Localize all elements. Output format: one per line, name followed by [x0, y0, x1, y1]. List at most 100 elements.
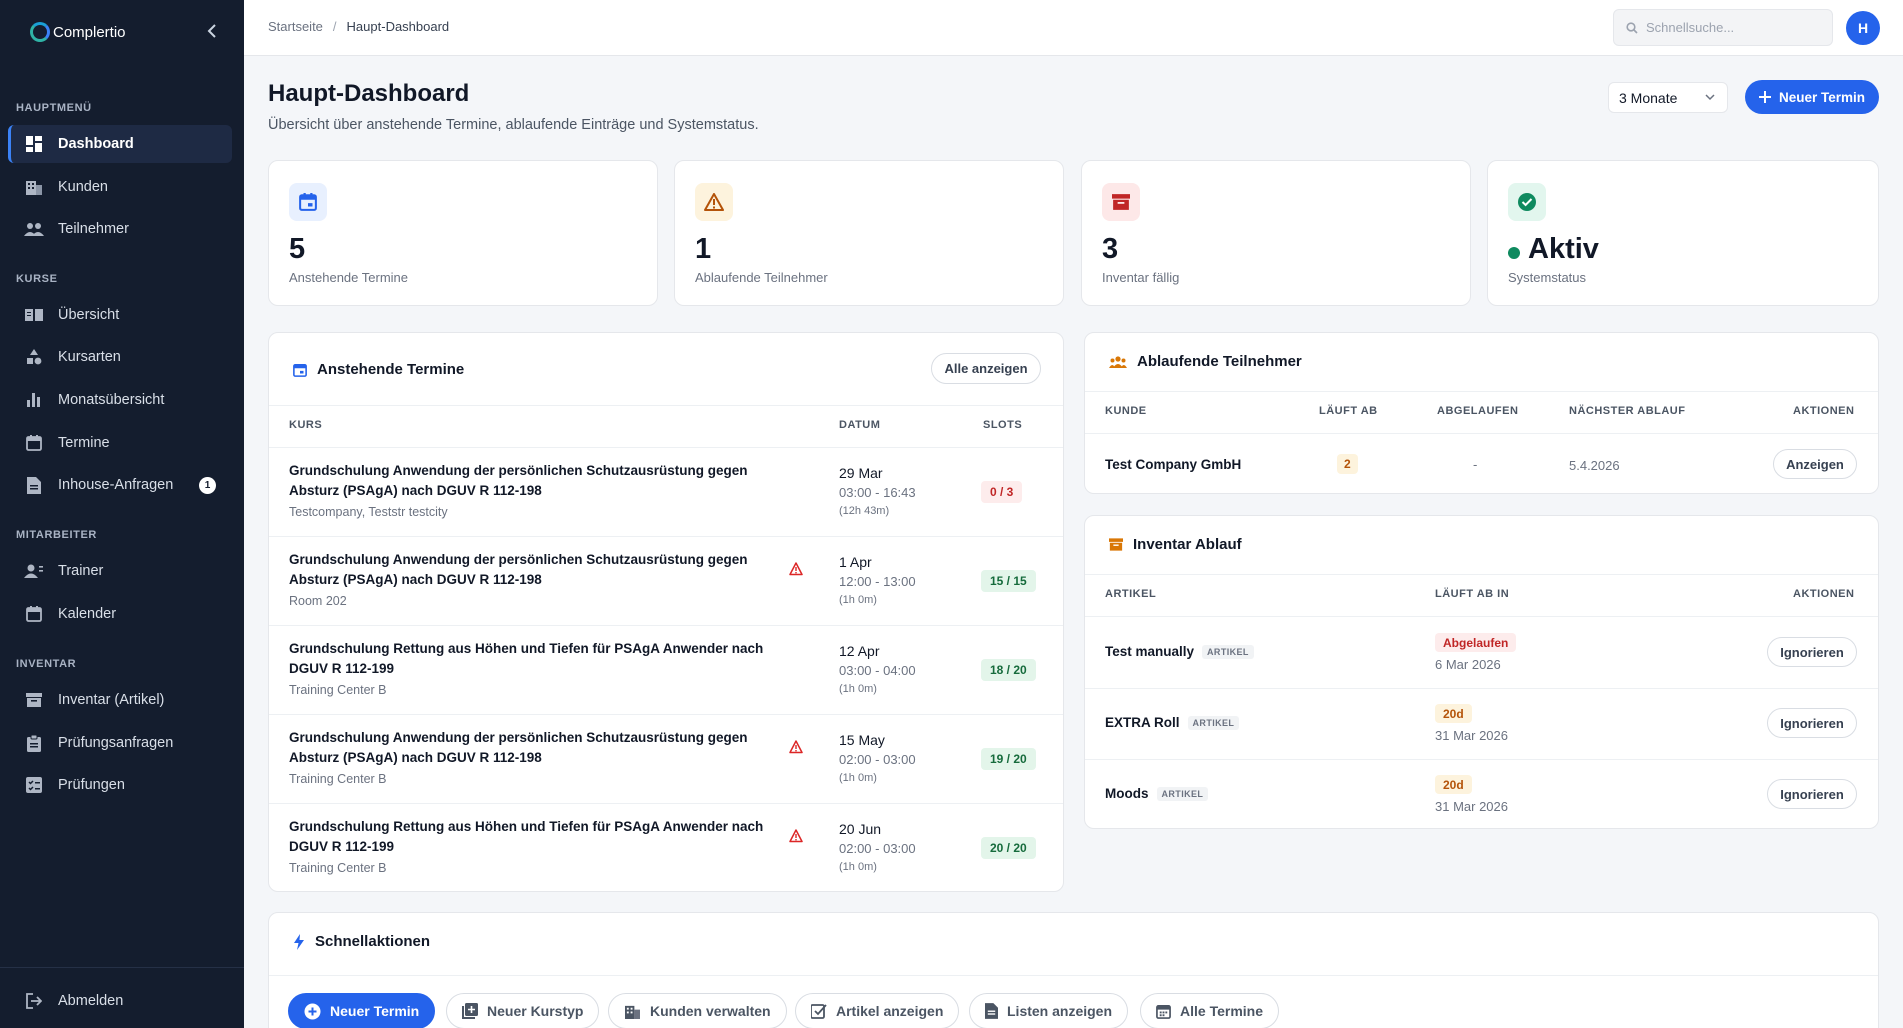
ignore-button[interactable]: Ignorieren: [1767, 708, 1857, 738]
divider: [1085, 433, 1878, 434]
sidebar-item-dashboard[interactable]: Dashboard: [8, 125, 232, 163]
card-title: Inventar Ablauf: [1133, 536, 1242, 553]
archive-icon: [1109, 537, 1123, 552]
course-title[interactable]: Grundschulung Rettung aus Höhen und Tief…: [289, 641, 764, 676]
avatar[interactable]: H: [1846, 11, 1880, 45]
collapse-sidebar-button[interactable]: [204, 20, 220, 44]
stat-card-systemstatus[interactable]: Aktiv Systemstatus: [1487, 160, 1879, 306]
search-input[interactable]: [1646, 20, 1816, 35]
logout-button[interactable]: Abmelden: [8, 982, 232, 1020]
sidebar-item-uebersicht[interactable]: Übersicht: [8, 296, 232, 334]
breadcrumb-home[interactable]: Startseite: [268, 19, 323, 34]
slots-badge: 19 / 20: [981, 748, 1036, 770]
range-select-value: 3 Monate: [1619, 89, 1678, 106]
ignore-button[interactable]: Ignorieren: [1767, 779, 1857, 809]
course-title[interactable]: Grundschulung Anwendung der persönlichen…: [289, 552, 748, 587]
sidebar-item-kalender[interactable]: Kalender: [8, 595, 232, 633]
sidebar-item-label: Teilnehmer: [58, 221, 129, 237]
divider: [269, 975, 1878, 976]
sidebar-item-label: Prüfungen: [58, 777, 125, 793]
search-box[interactable]: [1613, 9, 1833, 46]
quick-action-label: Artikel anzeigen: [836, 1003, 944, 1019]
column-header: SLOTS: [983, 419, 1023, 431]
warning-icon: [695, 183, 733, 221]
inventory-icon: [811, 1003, 827, 1019]
quick-all-appointments-button[interactable]: Alle Termine: [1140, 993, 1279, 1028]
sidebar-item-inventar-artikel[interactable]: Inventar (Artikel): [8, 681, 232, 719]
show-participant-button[interactable]: Anzeigen: [1773, 449, 1857, 479]
sidebar-item-label: Monatsübersicht: [58, 392, 165, 408]
new-appointment-button[interactable]: Neuer Termin: [1745, 80, 1879, 114]
sidebar-item-pruefungsanfragen[interactable]: Prüfungsanfragen: [8, 724, 232, 762]
quick-new-course-type-button[interactable]: Neuer Kurstyp: [446, 993, 600, 1028]
range-select[interactable]: 3 Monate: [1608, 82, 1728, 113]
checklist-icon: [24, 775, 44, 795]
quick-manage-customers-button[interactable]: Kunden verwalten: [608, 993, 787, 1028]
inventory-item[interactable]: Moods ARTIKEL: [1105, 786, 1209, 801]
building-icon: [24, 177, 44, 197]
course-title[interactable]: Grundschulung Rettung aus Höhen und Tief…: [289, 819, 764, 854]
show-all-button[interactable]: Alle anzeigen: [931, 353, 1041, 384]
brand-logo[interactable]: Complertio: [30, 20, 126, 44]
search-icon: [1626, 21, 1638, 34]
column-header: AKTIONEN: [1793, 405, 1855, 417]
ignore-button[interactable]: Ignorieren: [1767, 637, 1857, 667]
divider: [269, 714, 1063, 715]
status-badge: 20d: [1435, 775, 1472, 794]
trainer-icon: [24, 561, 44, 581]
customer-name[interactable]: Test Company GmbH: [1105, 457, 1242, 472]
sidebar-item-monatsuebersicht[interactable]: Monatsübersicht: [8, 381, 232, 419]
column-header: LÄUFT AB: [1319, 405, 1378, 417]
expiry-date: 6 Mar 2026: [1435, 657, 1501, 672]
inventory-item[interactable]: EXTRA Roll ARTIKEL: [1105, 715, 1240, 730]
sidebar-item-kursarten[interactable]: Kursarten: [8, 338, 232, 376]
sidebar-item-label: Termine: [58, 435, 110, 451]
topbar: Startseite / Haupt-Dashboard H: [244, 0, 1903, 56]
breadcrumb: Startseite / Haupt-Dashboard: [268, 19, 449, 34]
course-title[interactable]: Grundschulung Anwendung der persönlichen…: [289, 463, 748, 498]
next-expiry: 5.4.2026: [1569, 458, 1620, 473]
course-duration: (1h 0m): [839, 861, 877, 873]
card-title: Schnellaktionen: [315, 933, 431, 950]
book-icon: [24, 305, 44, 325]
add-library-icon: [462, 1003, 478, 1019]
column-header: KUNDE: [1105, 405, 1147, 417]
item-tag: ARTIKEL: [1187, 715, 1240, 730]
slots-badge: 18 / 20: [981, 659, 1036, 681]
quick-show-articles-button[interactable]: Artikel anzeigen: [795, 993, 960, 1028]
new-appointment-label: Neuer Termin: [1778, 89, 1866, 105]
course-location: Training Center B: [289, 683, 387, 697]
card-title: Ablaufende Teilnehmer: [1137, 353, 1302, 370]
stat-card-teilnehmer[interactable]: 1 Ablaufende Teilnehmer: [674, 160, 1064, 306]
shapes-icon: [24, 347, 44, 367]
card-title: Anstehende Termine: [317, 361, 465, 378]
breadcrumb-current: Haupt-Dashboard: [346, 19, 450, 34]
sidebar-item-termine[interactable]: Termine: [8, 424, 232, 462]
course-title[interactable]: Grundschulung Anwendung der persönlichen…: [289, 730, 748, 765]
course-date: 1 Apr: [839, 554, 872, 570]
course-location: Training Center B: [289, 772, 387, 786]
column-header: ABGELAUFEN: [1437, 405, 1519, 417]
sidebar-item-pruefungen[interactable]: Prüfungen: [8, 766, 232, 804]
status-badge: 20d: [1435, 704, 1472, 723]
sidebar-item-trainer[interactable]: Trainer: [8, 552, 232, 590]
quick-action-label: Listen anzeigen: [1007, 1003, 1113, 1019]
course-date: 12 Apr: [839, 643, 880, 659]
sidebar-item-label: Prüfungsanfragen: [58, 735, 174, 751]
stat-value: Aktiv: [1528, 233, 1599, 265]
group-icon: [1109, 355, 1127, 368]
course-duration: (12h 43m): [839, 505, 890, 517]
stat-card-inventar[interactable]: 3 Inventar fällig: [1081, 160, 1471, 306]
sidebar-item-inhouse-anfragen[interactable]: Inhouse-Anfragen 1: [8, 466, 232, 504]
quick-show-lists-button[interactable]: Listen anzeigen: [969, 993, 1129, 1028]
quick-new-appointment-button[interactable]: Neuer Termin: [288, 993, 436, 1028]
item-name: EXTRA Roll: [1105, 715, 1180, 730]
divider: [269, 803, 1063, 804]
course-duration: (1h 0m): [839, 683, 877, 695]
sidebar-item-kunden[interactable]: Kunden: [8, 168, 232, 206]
inventory-item[interactable]: Test manually ARTIKEL: [1105, 644, 1254, 659]
system-status-value: Aktiv: [1508, 233, 1599, 266]
divider: [269, 536, 1063, 537]
stat-card-termine[interactable]: 5 Anstehende Termine: [268, 160, 658, 306]
sidebar-item-teilnehmer[interactable]: Teilnehmer: [8, 210, 232, 248]
